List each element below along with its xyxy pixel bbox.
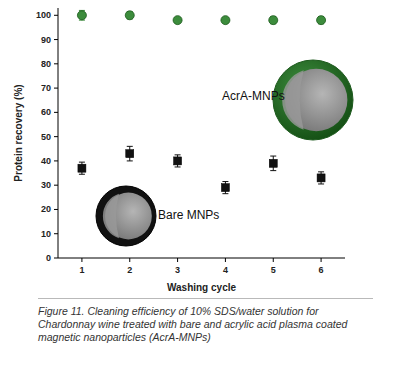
- point: [221, 16, 230, 25]
- error-bar: [270, 156, 276, 171]
- error-bar: [318, 172, 324, 184]
- y-tick-label: 20: [41, 204, 51, 214]
- error-cap: [270, 156, 276, 157]
- chart: 0 10 20 30 40 50 60 70 80 90 100 1 2 3 4 5 6 Washing cycl…: [0, 0, 406, 374]
- error-cap: [175, 154, 181, 155]
- point: [269, 159, 277, 167]
- annotation: AcrA-MNPs: [222, 89, 285, 103]
- y-tick: [54, 258, 58, 259]
- x-tick-label: 6: [319, 265, 324, 275]
- y-tick-label: 70: [41, 83, 51, 93]
- plot-area: [77, 10, 325, 193]
- y-tick-label: 40: [41, 156, 51, 166]
- x-tick-label: 3: [175, 265, 180, 275]
- caption-rule: [38, 298, 373, 299]
- y-tick: [54, 39, 58, 40]
- x-tick-label: 1: [79, 265, 84, 275]
- x-tick: [321, 258, 322, 262]
- x-tick: [273, 258, 274, 262]
- error-cap: [175, 166, 181, 167]
- error-bar: [222, 182, 228, 194]
- point: [317, 174, 325, 182]
- y-tick: [54, 15, 58, 16]
- x-tick-label: 5: [271, 265, 276, 275]
- error-cap: [127, 146, 133, 147]
- error-cap: [222, 193, 228, 194]
- error-cap: [222, 181, 228, 182]
- point: [221, 184, 229, 192]
- point: [78, 164, 86, 172]
- error-bar: [175, 155, 181, 167]
- point: [317, 16, 326, 25]
- page: {"chart_data": {"type": "scatter", "x_la…: [0, 0, 406, 374]
- sphere-icon: [273, 60, 353, 140]
- error-cap: [127, 160, 133, 161]
- error-cap: [79, 162, 85, 163]
- point: [269, 16, 278, 25]
- y-tick: [54, 233, 58, 234]
- point: [126, 150, 134, 158]
- y-tick: [54, 209, 58, 210]
- y-tick-label: 0: [46, 253, 51, 263]
- y-axis: [58, 8, 59, 258]
- annotation: Bare MNPs: [158, 208, 219, 222]
- sphere-outer: [273, 60, 353, 140]
- y-tick-label: 50: [41, 132, 51, 142]
- error-bar: [127, 146, 133, 161]
- y-axis-label: Protein recovery (%): [13, 84, 24, 181]
- y-tick-label: 100: [36, 10, 51, 20]
- y-tick-label: 30: [41, 180, 51, 190]
- series: [77, 10, 325, 24]
- error-bar: [79, 162, 85, 174]
- series: [78, 146, 325, 193]
- y-tick-label: 90: [41, 35, 51, 45]
- error-cap: [318, 171, 324, 172]
- x-tick-label: 2: [127, 265, 132, 275]
- x-tick: [81, 258, 82, 262]
- point: [173, 16, 182, 25]
- sphere-shade: [282, 70, 303, 129]
- x-tick: [177, 258, 178, 262]
- caption: Figure 11. Cleaning efficiency of 10% SD…: [38, 305, 373, 344]
- y-tick: [54, 63, 58, 64]
- x-axis: [58, 258, 345, 259]
- y-tick: [54, 112, 58, 113]
- point: [125, 11, 134, 20]
- y-tick: [54, 136, 58, 137]
- x-axis-label: Washing cycle: [167, 282, 237, 293]
- error-cap: [270, 170, 276, 171]
- point: [174, 157, 182, 165]
- y-tick: [54, 88, 58, 89]
- x-tick: [129, 258, 130, 262]
- error-cap: [318, 183, 324, 184]
- sphere-shade: [103, 194, 119, 238]
- x-tick-label: 4: [223, 265, 228, 275]
- x-tick: [225, 258, 226, 262]
- y-tick-label: 60: [41, 107, 51, 117]
- y-tick: [54, 160, 58, 161]
- error-cap: [79, 174, 85, 175]
- point: [77, 11, 86, 20]
- y-tick-label: 80: [41, 59, 51, 69]
- y-tick-label: 10: [41, 229, 51, 239]
- y-tick: [54, 185, 58, 186]
- sphere-outer: [96, 186, 156, 246]
- sphere-icon: [96, 186, 156, 246]
